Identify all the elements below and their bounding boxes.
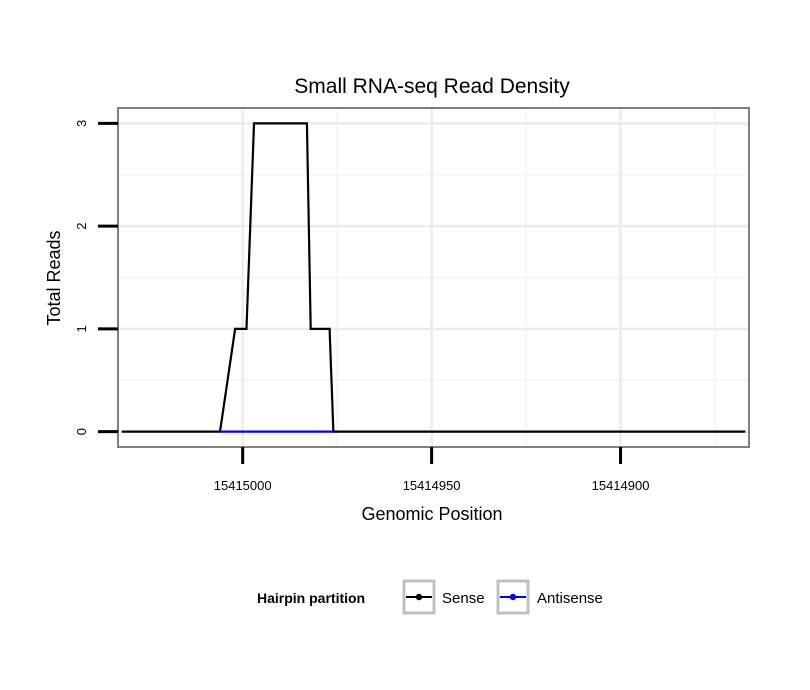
y-tick-label-0: 0 — [74, 428, 89, 435]
x-tick-label-0: 15415000 — [214, 478, 272, 493]
panel-border — [117, 107, 750, 448]
x-axis-label: Genomic Position — [361, 504, 502, 524]
legend-key-antisense-dot — [509, 593, 517, 601]
y-tick-label-3: 3 — [74, 120, 89, 127]
legend: Hairpin partition Sense Antisense — [257, 579, 603, 615]
legend-label-antisense: Antisense — [537, 590, 603, 607]
legend-label-sense: Sense — [442, 590, 485, 607]
y-tick-label-2: 2 — [74, 223, 89, 230]
x-tick-label-2: 15414900 — [592, 478, 650, 493]
y-axis-label: Total Reads — [44, 230, 64, 325]
legend-key-sense-dot — [415, 593, 423, 601]
series-line-sense — [121, 122, 746, 433]
axes: 15415000 15414950 15414900 0 1 2 3 — [74, 120, 649, 493]
y-tick-label-1: 1 — [74, 325, 89, 332]
x-tick-label-1: 15414950 — [403, 478, 461, 493]
legend-title: Hairpin partition — [257, 590, 365, 606]
chart-title: Small RNA-seq Read Density — [294, 75, 570, 98]
series-lines — [121, 122, 746, 433]
